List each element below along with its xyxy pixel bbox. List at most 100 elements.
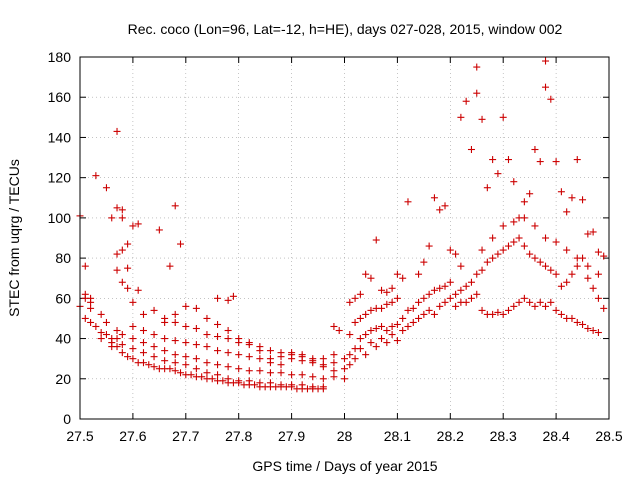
data-point	[182, 353, 190, 361]
data-point	[457, 262, 465, 270]
data-point	[594, 294, 602, 302]
data-point	[489, 310, 497, 318]
data-point	[367, 306, 375, 314]
data-points	[76, 57, 608, 393]
data-point	[134, 220, 142, 228]
data-point	[139, 310, 147, 318]
data-point	[457, 286, 465, 294]
data-point	[203, 343, 211, 351]
data-point	[547, 298, 555, 306]
data-point	[552, 238, 560, 246]
y-tick-label: 100	[48, 210, 72, 226]
data-point	[536, 158, 544, 166]
data-point	[557, 188, 565, 196]
data-point	[404, 198, 412, 206]
plot-frame	[79, 56, 610, 420]
data-point	[531, 302, 539, 310]
data-point	[319, 361, 327, 369]
data-point	[589, 228, 597, 236]
data-point	[388, 298, 396, 306]
y-tick-label: 80	[55, 250, 71, 266]
data-point	[224, 363, 232, 371]
data-point	[118, 341, 126, 349]
data-point	[573, 262, 581, 270]
data-point	[351, 294, 359, 302]
data-point	[494, 308, 502, 316]
data-point	[430, 310, 438, 318]
data-point	[393, 337, 401, 345]
data-point	[584, 325, 592, 332]
x-tick-label: 28.1	[384, 428, 411, 444]
data-point	[415, 298, 423, 306]
data-point	[87, 318, 95, 326]
data-point	[351, 355, 359, 363]
data-point	[473, 290, 481, 298]
data-point	[504, 156, 512, 164]
data-point	[452, 250, 460, 258]
data-point	[362, 270, 370, 278]
data-point	[192, 355, 200, 363]
data-point	[245, 367, 253, 375]
data-point	[118, 349, 126, 357]
data-point	[452, 290, 460, 298]
data-point	[309, 373, 317, 381]
data-point	[150, 306, 158, 314]
data-point	[489, 234, 497, 242]
data-point	[298, 371, 306, 379]
data-point	[600, 304, 608, 312]
data-point	[182, 302, 190, 310]
y-tick-label: 60	[55, 290, 71, 306]
data-point	[102, 318, 110, 326]
data-point	[356, 290, 364, 298]
data-point	[319, 375, 327, 383]
data-point	[542, 302, 550, 310]
data-point	[520, 214, 528, 222]
data-point	[113, 250, 121, 258]
data-point	[266, 347, 274, 355]
data-point	[404, 306, 412, 314]
data-point	[203, 369, 211, 377]
data-point	[568, 314, 576, 322]
data-point	[499, 310, 507, 318]
data-point	[113, 204, 121, 212]
data-point	[124, 240, 132, 248]
data-point	[457, 113, 465, 121]
data-point	[388, 322, 396, 330]
data-point	[214, 347, 222, 355]
data-point	[462, 298, 470, 306]
data-point	[319, 355, 327, 363]
data-point	[224, 327, 232, 335]
data-point	[203, 314, 211, 322]
y-tick-label: 120	[48, 170, 72, 186]
data-point	[229, 292, 237, 300]
data-point	[129, 222, 137, 230]
data-point	[171, 202, 179, 210]
y-tick-labels: 0 20 40 60 80 100 120 140 160 180	[48, 49, 72, 427]
data-point	[245, 353, 253, 361]
data-point	[177, 369, 185, 377]
data-point	[145, 361, 153, 369]
data-point	[351, 345, 359, 353]
data-point	[113, 266, 121, 274]
data-point	[573, 156, 581, 164]
data-point	[214, 294, 222, 302]
data-point	[584, 230, 592, 238]
data-point	[510, 238, 518, 246]
data-point	[579, 320, 587, 328]
data-point	[393, 270, 401, 278]
data-point	[113, 327, 121, 335]
data-point	[478, 306, 486, 314]
data-point	[356, 314, 364, 322]
data-point	[436, 284, 444, 292]
data-point	[393, 320, 401, 328]
data-point	[415, 270, 423, 278]
y-tick-label: 40	[55, 331, 71, 347]
x-tick-label: 27.8	[225, 428, 252, 444]
data-point	[446, 294, 454, 302]
y-tick-label: 20	[55, 371, 71, 387]
data-point	[510, 218, 518, 226]
data-point	[573, 254, 581, 262]
data-point	[531, 222, 539, 230]
data-point	[182, 339, 190, 347]
data-point	[494, 250, 502, 258]
